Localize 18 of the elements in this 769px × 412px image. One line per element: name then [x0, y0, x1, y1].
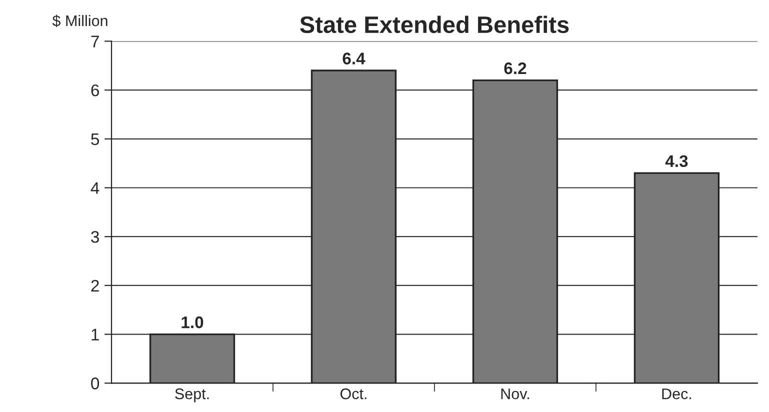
- x-tick-label: Nov.: [501, 388, 529, 400]
- x-tick-label: Sept.: [175, 388, 209, 402]
- y-tick-label: 6: [91, 84, 99, 96]
- data-label: 4.3: [665, 155, 688, 168]
- y-tick-label: 2: [91, 280, 99, 292]
- y-tick-label: 4: [90, 182, 100, 194]
- data-label: 6.4: [342, 52, 366, 64]
- chart-title: State Extended Benefits: [300, 16, 569, 34]
- y-tick-label: 1: [92, 328, 99, 340]
- y-tick-label: 3: [91, 231, 99, 243]
- y-tick-label: 5: [91, 133, 99, 146]
- data-label: 1.0: [182, 316, 204, 328]
- data-label: 6.2: [504, 62, 526, 74]
- x-tick-label: Oct.: [340, 388, 366, 400]
- x-tick-label: Dec.: [662, 388, 692, 400]
- y-tick-label: 0: [91, 378, 100, 390]
- y-tick-label: 7: [91, 36, 99, 48]
- y-axis-title: $ Million: [52, 14, 108, 28]
